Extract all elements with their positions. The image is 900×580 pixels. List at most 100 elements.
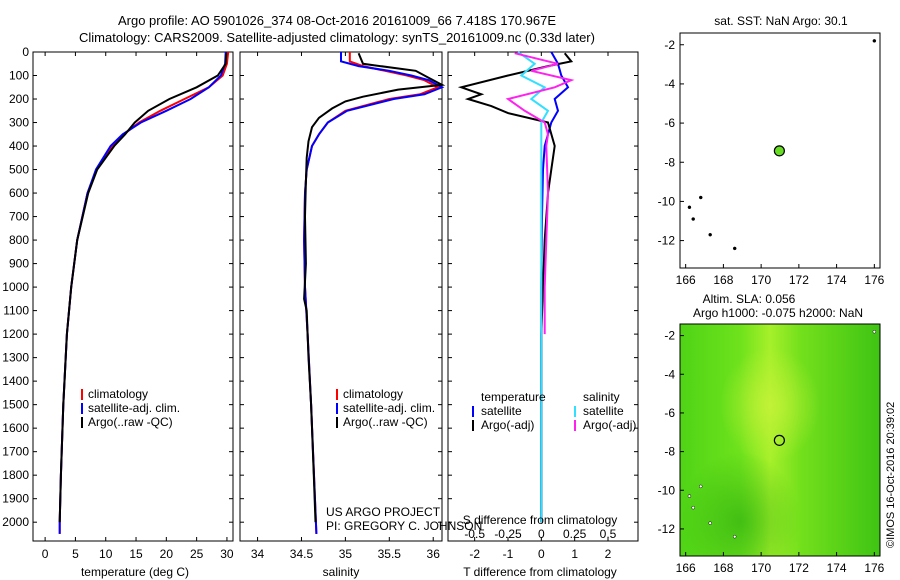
island: [691, 217, 695, 221]
x-tick-label: 0: [42, 547, 49, 561]
island: [687, 494, 692, 498]
legend-entry: Argo(..raw -QC): [343, 415, 428, 429]
pi-credit: PI: GREGORY C. JOHNSON: [326, 519, 482, 533]
y-tick-label: 600: [9, 186, 29, 200]
y-tick-label: -2: [664, 38, 675, 52]
y-tick-label: 1600: [2, 421, 29, 435]
x-tick-label: 5: [72, 547, 79, 561]
x-tick-label: 25: [190, 547, 204, 561]
sla-map-title-line1: Altim. SLA: 0.056: [703, 292, 796, 306]
x2-tick-label: 0.5: [600, 527, 617, 541]
y-tick-label: 400: [9, 139, 29, 153]
plot-frame: [32, 51, 234, 542]
legend-entry: satellite-adj. clim.: [343, 401, 435, 415]
imos-timestamp: ©IMOS 16-Oct-2016 20:39:02: [885, 402, 897, 548]
x-tick-label: 35: [339, 547, 353, 561]
x-tick-label: 174: [827, 273, 847, 287]
y-tick-label: 100: [9, 69, 29, 83]
sst-map-title: sat. SST: NaN Argo: 30.1: [714, 14, 848, 28]
sla-map-title-line2: Argo h1000: -0.075 h2000: NaN: [693, 306, 863, 320]
y-tick-label: -8: [664, 155, 675, 169]
x-tick-label: 170: [751, 273, 771, 287]
y-tick-label: 200: [9, 92, 29, 106]
argo-position-marker: [773, 434, 785, 446]
y-tick-label: 0: [22, 45, 29, 59]
x2-tick-label: -0.5: [464, 527, 485, 541]
y-tick-label: 900: [9, 257, 29, 271]
y-tick-label: -8: [664, 445, 675, 459]
x-tick-label: 166: [676, 273, 696, 287]
y-tick-label: 1900: [2, 492, 29, 506]
x-tick-label: 174: [827, 561, 847, 575]
legend-entry: Argo(..raw -QC): [88, 415, 173, 429]
temperature-x-label: temperature (deg C): [81, 565, 189, 579]
x-tick-label: 176: [864, 561, 884, 575]
plot-frame: [239, 51, 443, 542]
x-tick-label: 172: [789, 273, 809, 287]
island: [732, 246, 737, 251]
x2-tick-label: 0: [538, 527, 545, 541]
x2-tick-label: -0.25: [494, 527, 522, 541]
island: [708, 232, 712, 237]
island: [699, 195, 703, 200]
x-tick-label: 34.5: [290, 547, 314, 561]
y-tick-label: 1000: [2, 280, 29, 294]
y-tick-label: 1400: [2, 374, 29, 388]
salinity-profile-panel: 34 34.5 35 35.5 36 climatologysatellite-adj. …: [239, 51, 446, 561]
legend-entry: Argo(-adj): [583, 418, 636, 432]
x-tick-label: 172: [789, 561, 809, 575]
legend-entry: satellite: [481, 404, 522, 418]
y-tick-label: -6: [664, 116, 675, 130]
island: [872, 329, 877, 334]
x-tick-label: 1: [571, 547, 578, 561]
island: [732, 534, 737, 539]
series-line-3: [505, 52, 575, 335]
x-tick-label: 168: [713, 273, 733, 287]
x-tick-label: 170: [751, 561, 771, 575]
y-tick-label: 2000: [2, 515, 29, 529]
island: [872, 39, 877, 43]
series-line-1: [457, 52, 574, 523]
legend-title-salinity: salinity: [583, 390, 620, 404]
x-tick-label: 15: [129, 547, 143, 561]
x-tick-label: 36: [427, 547, 441, 561]
y-tick-label: 300: [9, 116, 29, 130]
series-line-2: [58, 53, 228, 523]
legend-entry: satellite: [583, 404, 624, 418]
x-tick-label: 168: [713, 561, 733, 575]
y-tick-label: 1500: [2, 398, 29, 412]
y-tick-label: 800: [9, 233, 29, 247]
legend-entry: Argo(-adj): [481, 418, 534, 432]
x-tick-label: 10: [99, 547, 113, 561]
x-tick-label: 30: [220, 547, 234, 561]
y-tick-label: 1300: [2, 351, 29, 365]
sst-map-panel: 166 168 170 172 174 176 -2 -4 -6 -8 -10 -12: [658, 32, 885, 287]
legend-entry: climatology: [343, 387, 403, 401]
x-tick-label: 34: [251, 547, 265, 561]
y-tick-label: 1800: [2, 468, 29, 482]
y-tick-label: -4: [664, 367, 675, 381]
x-tick-label: 0: [538, 547, 545, 561]
y-tick-label: 1700: [2, 445, 29, 459]
island: [708, 521, 712, 525]
x-tick-label: 2: [605, 547, 612, 561]
y-tick-label: -2: [664, 329, 675, 343]
map-frame: [679, 323, 881, 557]
difference-x2-label: S difference from climatology: [463, 513, 618, 527]
x-tick-label: 35.5: [378, 547, 402, 561]
sla-map-panel: 166 168 170 172 174 176 -2 -4 -6 -8 -10 -12: [658, 323, 885, 575]
y-tick-label: 700: [9, 210, 29, 224]
x-tick-label: -2: [469, 547, 480, 561]
x-tick-label: 20: [160, 547, 174, 561]
y-tick-label: -12: [658, 522, 676, 536]
y-tick-label: 1100: [3, 304, 29, 318]
figure-subtitle: Climatology: CARS2009. Satellite-adjuste…: [79, 30, 595, 45]
salinity-x-label: salinity: [323, 565, 360, 579]
legend-title-temperature: temperature: [481, 390, 546, 404]
y-tick-label: 500: [9, 163, 29, 177]
island: [699, 484, 703, 489]
series-line-2: [303, 52, 446, 523]
x2-tick-label: 0.25: [563, 527, 587, 541]
y-tick-label: 1200: [2, 327, 29, 341]
y-tick-label: -10: [658, 483, 676, 497]
